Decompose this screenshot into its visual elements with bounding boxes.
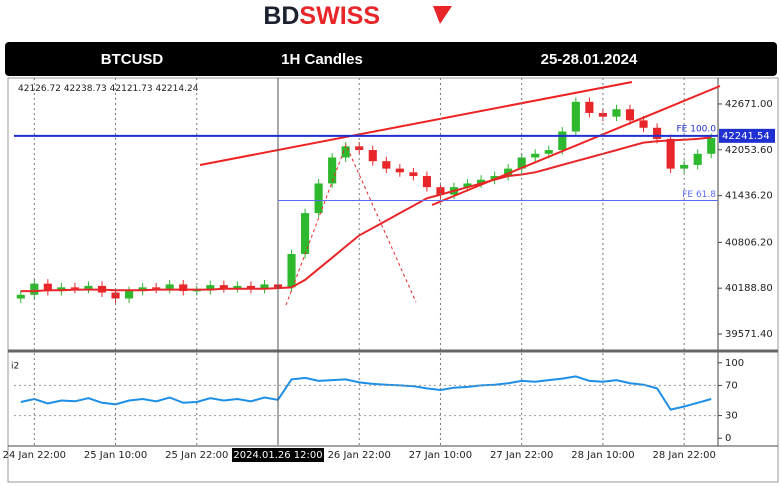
rsi-tick-label: 70 <box>725 380 738 391</box>
x-tick-label: 2024.01.26 12:00 <box>233 450 322 461</box>
candle-body <box>165 284 174 289</box>
candle-body <box>70 287 79 289</box>
candle-body <box>395 168 404 173</box>
y-tick-label: 42671.00 <box>725 99 773 110</box>
y-tick-label: 40188.80 <box>725 283 773 294</box>
brand: BDSWISS <box>263 2 380 30</box>
crosshair-label-bg <box>232 448 324 462</box>
candle-body <box>666 138 675 169</box>
candle-body <box>585 101 594 113</box>
header-bg <box>5 42 777 76</box>
timeframe: 1H Candles <box>281 51 363 68</box>
candle-body <box>544 150 553 154</box>
candle-body <box>463 183 472 188</box>
rsi-tick-label: 100 <box>725 358 744 369</box>
x-tick-label: 25 Jan 10:00 <box>84 450 147 461</box>
candle-body <box>409 172 418 177</box>
fib-expansion <box>285 143 417 306</box>
candle-body <box>368 150 377 162</box>
y-tick-label: 39571.40 <box>725 329 773 340</box>
drawings <box>199 81 721 306</box>
chart-frame <box>7 77 779 483</box>
header-bar: BTCUSD 1H Candles 25-28.01.2024 <box>5 42 777 76</box>
x-tick-label: 25 Jan 22:00 <box>165 450 228 461</box>
y-tick-label: 41436.20 <box>725 191 773 202</box>
candle-body <box>531 153 540 158</box>
price-label-bg <box>719 128 775 143</box>
candle-body <box>179 284 188 292</box>
candle-body <box>301 213 310 254</box>
candle-body <box>287 253 296 288</box>
candle-body <box>653 127 662 139</box>
x-tick-label: 28 Jan 22:00 <box>652 450 715 461</box>
candle-body <box>436 187 445 195</box>
rsi-line <box>20 375 712 411</box>
fib-label: FE 100.0 <box>677 124 717 134</box>
candle-body <box>219 285 228 289</box>
candle-body <box>693 153 702 165</box>
candle-body <box>341 146 350 158</box>
candle-body <box>612 109 621 117</box>
date: 25-28.01.2024 <box>541 51 638 68</box>
trendline <box>199 81 633 166</box>
x-tick-label: 27 Jan 10:00 <box>409 450 472 461</box>
candle-body <box>84 285 93 289</box>
candle-body <box>125 291 134 299</box>
candle-body <box>625 109 635 121</box>
candle-body <box>558 131 567 151</box>
candle-body <box>246 285 255 289</box>
candle-body <box>680 164 689 169</box>
logo: BDSWISS <box>263 2 452 30</box>
candle-body <box>206 285 215 291</box>
candle-body <box>382 161 391 169</box>
trendline <box>431 85 721 206</box>
moving-average <box>20 136 712 293</box>
candle-body <box>477 179 486 184</box>
candle-body <box>43 283 52 292</box>
candle-body <box>57 287 66 292</box>
ohlc: 42126.72 42238.73 42121.73 42214.24 <box>18 84 199 94</box>
symbol: BTCUSD <box>101 51 164 68</box>
candle-body <box>707 137 716 154</box>
candle-body <box>192 290 201 292</box>
logo-flag <box>433 6 452 24</box>
rsi-tick-label: 30 <box>725 411 738 422</box>
y-tick-label: 40806.20 <box>725 237 773 248</box>
candle-body <box>490 176 499 180</box>
candle-body <box>138 287 147 292</box>
candle-body <box>328 157 337 184</box>
rsi-label: i2 <box>11 362 19 372</box>
y-tick-label: 42053.60 <box>725 145 773 156</box>
candle-body <box>16 294 25 299</box>
x-tick-label: 26 Jan 22:00 <box>328 450 391 461</box>
candle-body <box>571 101 580 132</box>
x-tick-label: 28 Jan 10:00 <box>571 450 634 461</box>
x-tick-label: 27 Jan 22:00 <box>490 450 553 461</box>
candle-body <box>152 287 161 289</box>
rsi-tick-label: 0 <box>725 433 731 444</box>
x-tick-label: 24 Jan 22:00 <box>3 450 66 461</box>
candle-body <box>233 285 242 289</box>
candle-body <box>504 168 513 177</box>
price-label: 42241.54 <box>722 131 770 142</box>
candle-body <box>639 120 648 128</box>
candle-body <box>260 284 269 289</box>
candle-body <box>422 176 431 188</box>
candle-body <box>111 292 120 299</box>
fib-label: FE 61.8 <box>682 190 716 200</box>
candle-body <box>314 183 323 214</box>
